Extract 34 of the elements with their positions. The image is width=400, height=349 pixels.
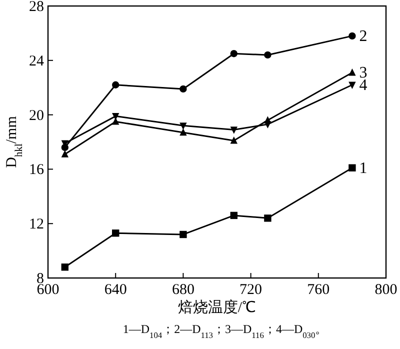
point	[180, 230, 187, 238]
point	[348, 82, 356, 89]
x-tick-label: 800	[374, 282, 398, 298]
y-tick-label: 16	[29, 162, 44, 178]
x-tick-label: 680	[172, 282, 194, 298]
point	[61, 264, 68, 271]
point	[180, 85, 187, 93]
point	[112, 81, 120, 88]
point	[230, 136, 238, 144]
x-axis-title: 焙烧温度/℃	[178, 299, 256, 316]
text: 1—D$_{104}$；2—D$_{113}$；3—D$_{116}$；4—D$_{030}$。	[122, 322, 328, 340]
point	[180, 128, 187, 136]
point	[264, 214, 272, 222]
point	[180, 122, 187, 130]
y-tick-label: 12	[29, 216, 44, 233]
series-label: 1	[359, 160, 368, 177]
x-tick-label: 640	[104, 282, 127, 298]
series-label: 2	[359, 28, 368, 45]
point	[264, 121, 272, 128]
y-tick-label: 24	[29, 53, 44, 70]
point	[112, 230, 120, 237]
point	[264, 51, 272, 59]
point	[348, 164, 356, 172]
y-tick-label: 20	[29, 108, 44, 124]
y-tick-label: 28	[29, 0, 44, 15]
point	[230, 212, 238, 220]
point	[230, 126, 238, 134]
point	[348, 68, 356, 76]
series-label: 4	[359, 76, 368, 94]
x-tick-label: 720	[240, 282, 262, 298]
point	[61, 150, 68, 158]
point	[230, 50, 238, 58]
x-tick-label: 760	[307, 282, 330, 298]
point	[348, 32, 356, 40]
